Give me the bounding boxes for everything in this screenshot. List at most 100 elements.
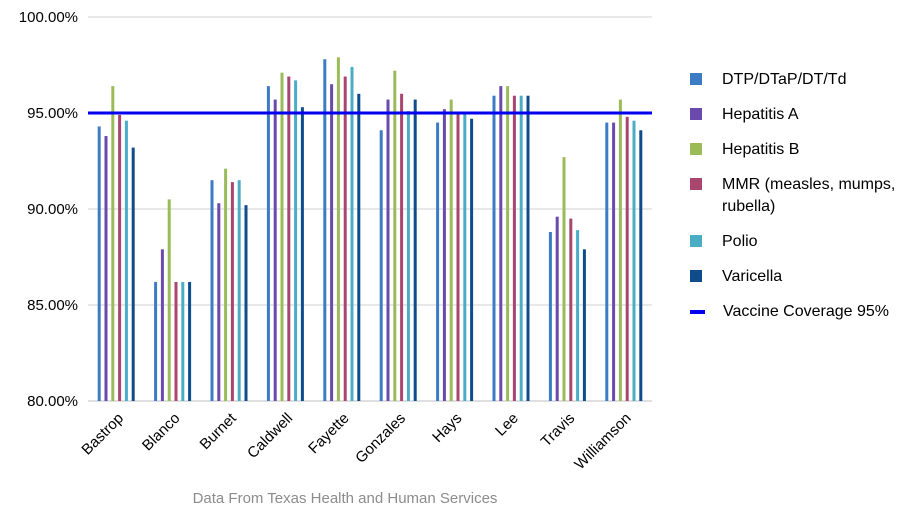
legend-line-swatch — [690, 310, 705, 314]
bar — [499, 86, 503, 402]
legend: DTP/DTaP/DT/Td Hepatitis A Hepatitis B MMR … — [690, 69, 920, 336]
bar — [160, 249, 164, 401]
legend-item: Hepatitis A — [690, 104, 920, 126]
bar — [555, 216, 559, 401]
bar — [442, 109, 446, 401]
bar — [323, 59, 327, 402]
bar — [632, 120, 636, 402]
bar — [210, 180, 214, 401]
x-category-label: Blanco — [139, 410, 183, 454]
bar — [379, 130, 383, 401]
legend-swatch — [690, 270, 702, 282]
y-tick-label: 100.00% — [19, 9, 78, 26]
legend-item: Varicella — [690, 266, 920, 288]
bar — [625, 116, 629, 401]
legend-label: Varicella — [722, 268, 783, 285]
bar — [618, 99, 622, 401]
bar — [612, 122, 616, 401]
legend-swatch — [690, 73, 702, 85]
y-tick-label: 85.00% — [27, 297, 78, 314]
bar — [230, 182, 234, 401]
bar — [639, 130, 643, 401]
bar — [449, 99, 453, 401]
bar — [413, 99, 417, 401]
x-category-label: Hays — [429, 410, 465, 446]
bar — [294, 80, 298, 402]
y-tick-label: 90.00% — [27, 201, 78, 218]
bar — [492, 95, 496, 401]
bar — [582, 249, 586, 401]
x-category-label: Caldwell — [244, 410, 296, 462]
legend-swatch — [690, 235, 702, 247]
bar — [569, 218, 573, 401]
legend-label: Hepatitis A — [722, 106, 799, 123]
legend-item: DTP/DTaP/DT/Td — [690, 69, 920, 91]
bar — [167, 199, 171, 401]
y-axis-ticks: 80.00% 85.00% 90.00% 95.00% 100.00% — [19, 9, 78, 410]
legend-label: Vaccine Coverage 95% — [723, 303, 890, 320]
bar — [576, 230, 580, 401]
bar — [287, 76, 291, 402]
bar — [244, 205, 248, 401]
bar — [118, 114, 122, 402]
bar — [526, 95, 530, 401]
bar — [104, 136, 108, 402]
bar — [470, 118, 474, 401]
x-category-label: Fayette — [305, 410, 352, 457]
bar — [605, 122, 609, 401]
legend-item: Vaccine Coverage 95% — [690, 301, 920, 323]
bar — [548, 232, 552, 401]
x-category-label: Travis — [538, 410, 579, 451]
bar — [181, 281, 185, 401]
bar — [266, 86, 270, 402]
bar — [519, 95, 523, 401]
bar — [237, 180, 241, 401]
bar — [357, 93, 361, 402]
legend-label: Polio — [722, 233, 758, 250]
bars — [97, 57, 643, 402]
bar — [280, 72, 284, 402]
bar — [111, 86, 115, 402]
legend-item: MMR (measles, mumps, rubella) — [690, 174, 920, 218]
bar — [436, 122, 440, 401]
bar — [217, 203, 221, 401]
legend-label: MMR (measles, mumps, rubella) — [722, 176, 896, 215]
bar — [456, 113, 460, 401]
bar — [131, 147, 135, 401]
bar — [463, 113, 467, 401]
bar — [273, 99, 277, 401]
legend-item: Polio — [690, 231, 920, 253]
bar — [512, 95, 516, 401]
x-category-label: Gonzales — [352, 410, 409, 467]
x-category-label: Williamson — [571, 410, 634, 473]
legend-swatch — [690, 178, 702, 190]
bar — [154, 281, 158, 401]
legend-label: DTP/DTaP/DT/Td — [722, 71, 847, 88]
legend-swatch — [690, 108, 702, 120]
bar — [188, 281, 192, 401]
bar — [400, 93, 404, 402]
bar — [506, 86, 510, 402]
bar — [393, 70, 397, 401]
bar — [350, 66, 354, 402]
bar — [386, 99, 390, 401]
bar — [406, 111, 410, 401]
bar — [124, 120, 128, 402]
bar — [224, 168, 228, 401]
y-tick-label: 95.00% — [27, 105, 78, 122]
x-category-label: Lee — [492, 410, 522, 440]
legend-swatch — [690, 143, 702, 155]
bar — [330, 84, 334, 401]
bar — [343, 76, 347, 402]
y-tick-label: 80.00% — [27, 393, 78, 410]
x-axis-ticks: Bastrop Blanco Burnet Caldwell Fayette Gonzal… — [78, 409, 634, 473]
bar — [174, 281, 178, 401]
x-category-label: Bastrop — [78, 410, 127, 459]
bar — [336, 57, 340, 401]
legend-label: Hepatitis B — [722, 141, 800, 158]
source-note: Data From Texas Health and Human Service… — [192, 490, 498, 507]
legend-item: Hepatitis B — [690, 139, 920, 161]
bar — [300, 107, 304, 402]
gridlines — [88, 16, 652, 402]
